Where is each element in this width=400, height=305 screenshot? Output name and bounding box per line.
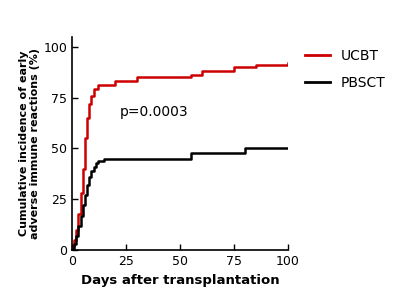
X-axis label: Days after transplantation: Days after transplantation: [81, 274, 279, 286]
Y-axis label: Cumulative incidence of early
adverse immune reactions (%): Cumulative incidence of early adverse im…: [19, 48, 40, 239]
Legend: UCBT, PBSCT: UCBT, PBSCT: [299, 44, 391, 95]
Text: p=0.0003: p=0.0003: [120, 105, 188, 119]
